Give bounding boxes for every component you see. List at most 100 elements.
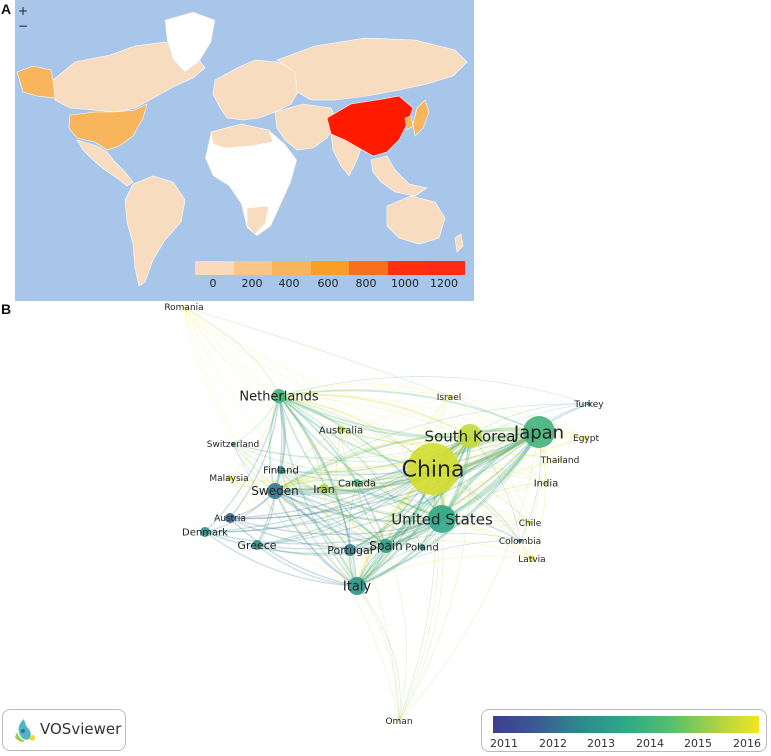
network-edge (278, 395, 358, 587)
year-tick-label: 2011 (490, 737, 518, 750)
network-edge (204, 468, 434, 533)
japan-shape[interactable] (412, 99, 430, 137)
node-colombia[interactable] (518, 539, 522, 543)
network-edge (280, 469, 443, 520)
network-edge (268, 395, 280, 492)
middle-east-shape[interactable] (274, 103, 338, 151)
europe-shape[interactable] (212, 59, 300, 121)
node-label: India (534, 479, 559, 490)
node-china[interactable] (407, 443, 459, 495)
network-edge (183, 306, 280, 397)
node-portugal[interactable] (344, 544, 356, 556)
network-edge (278, 394, 561, 461)
zoom-out-button[interactable]: − (18, 19, 29, 33)
korea-shape[interactable] (404, 115, 414, 131)
node-united-states[interactable] (428, 505, 456, 533)
southeast-asia-shape[interactable] (370, 155, 428, 197)
node-chile[interactable] (528, 521, 532, 525)
network-edge (232, 443, 443, 520)
node-spain[interactable] (379, 539, 393, 553)
node-finland[interactable] (277, 466, 285, 474)
network-edge (441, 459, 561, 520)
vosviewer-logo-icon (15, 719, 35, 742)
network-edge (228, 477, 387, 547)
network-edge (398, 468, 439, 722)
russia-shape[interactable] (276, 37, 468, 101)
node-canada[interactable] (353, 479, 361, 487)
legend-tick-label: 600 (317, 277, 339, 290)
node-india[interactable] (544, 481, 548, 485)
network-edge (385, 431, 540, 547)
network-edge (348, 482, 358, 587)
network-edge (421, 431, 540, 548)
alaska-shape[interactable] (16, 65, 56, 99)
network-edge (228, 477, 358, 587)
usa-shape[interactable] (68, 103, 148, 151)
network-edge (229, 517, 443, 535)
mexico-shape[interactable] (76, 139, 134, 187)
node-romania[interactable] (183, 306, 185, 308)
africa-shape[interactable] (204, 123, 298, 237)
network-edge (278, 376, 590, 405)
node-turkey[interactable] (587, 402, 591, 406)
node-label: Italy (343, 580, 372, 595)
network-edge (232, 431, 540, 462)
network-edge (274, 490, 443, 523)
year-tick-label: 2013 (587, 737, 615, 750)
network-edge (274, 490, 400, 722)
canada-shape[interactable] (52, 41, 206, 113)
network-edge (278, 395, 521, 542)
network-edge (280, 469, 358, 587)
australia-shape[interactable] (386, 195, 446, 245)
node-egypt[interactable] (584, 436, 588, 440)
network-edge (229, 431, 540, 519)
node-malaysia[interactable] (226, 475, 232, 481)
node-austria[interactable] (225, 513, 235, 523)
zoom-in-button[interactable]: + (18, 4, 29, 18)
node-thailand[interactable] (558, 458, 562, 462)
network-edge (385, 533, 521, 547)
node-poland[interactable] (419, 544, 425, 550)
network-edge (274, 479, 358, 492)
legend-tick-label: 0 (209, 277, 217, 290)
node-sweden[interactable] (267, 483, 283, 499)
node-greece[interactable] (252, 540, 262, 550)
network-edge (183, 306, 471, 437)
node-australia[interactable] (337, 426, 345, 434)
network-edge (356, 403, 590, 587)
network-edge (385, 435, 471, 547)
network-edge (183, 306, 387, 547)
network-edge (469, 435, 521, 542)
network-edge (278, 395, 358, 587)
node-oman[interactable] (398, 720, 400, 722)
new-zealand-shape[interactable] (454, 233, 464, 253)
africa-south-shape[interactable] (246, 205, 270, 235)
node-israel[interactable] (447, 395, 451, 399)
node-netherlands[interactable] (272, 389, 286, 403)
node-japan[interactable] (523, 416, 555, 448)
africa-north-shape[interactable] (210, 123, 274, 149)
node-denmark[interactable] (200, 527, 210, 537)
network-edge (183, 306, 358, 587)
world-map[interactable]: + − 0 200 400 600 800 1000 1200 (15, 0, 474, 301)
node-label: Greece (237, 539, 276, 552)
greenland-shape[interactable] (164, 11, 216, 73)
node-iran[interactable] (319, 484, 329, 494)
network-edge (356, 555, 533, 587)
network-edge (274, 434, 471, 492)
china-shape[interactable] (326, 95, 414, 157)
network-edge (278, 395, 443, 520)
south-america-shape[interactable] (124, 175, 186, 287)
network-edge (278, 395, 471, 439)
network-edge (274, 490, 387, 547)
network-edge (228, 477, 443, 522)
legend-tick-label: 800 (355, 277, 377, 290)
node-switzerland[interactable] (231, 442, 235, 446)
node-latvia[interactable] (529, 556, 535, 562)
network-edge (232, 443, 358, 587)
node-italy[interactable] (348, 577, 366, 595)
network-edge (274, 490, 423, 548)
network-edge (183, 306, 443, 520)
node-south-korea[interactable] (458, 424, 482, 448)
legend-tick-label: 1000 (391, 277, 419, 290)
